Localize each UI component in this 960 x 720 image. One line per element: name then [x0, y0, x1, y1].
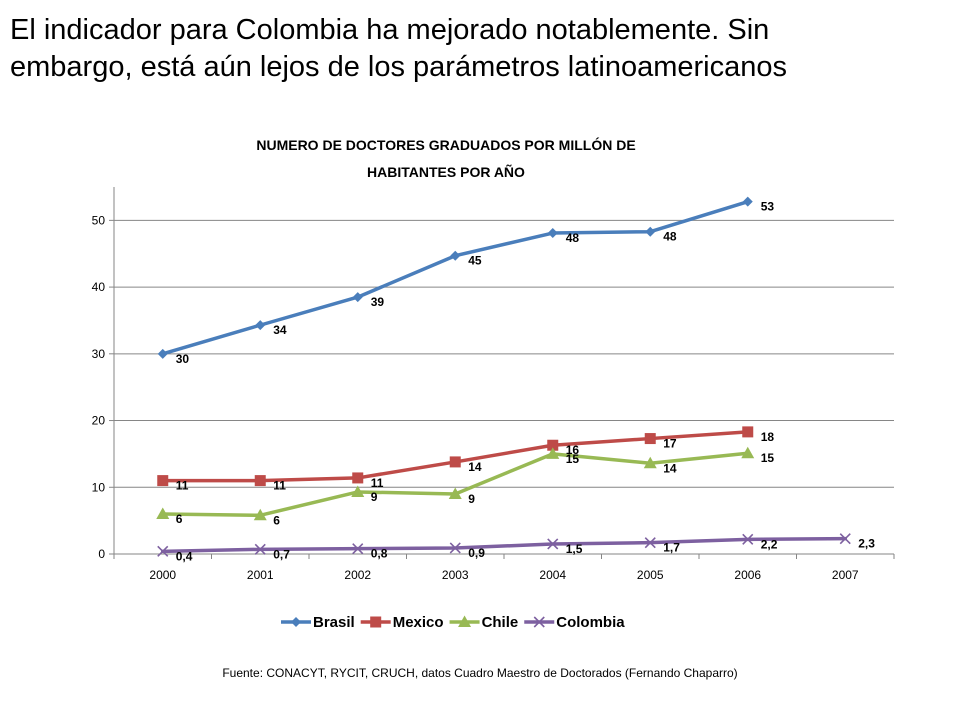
point-colombia-2003 [449, 542, 461, 554]
point-mexico-2000 [157, 475, 169, 487]
data-label-chile-2002: 9 [371, 490, 378, 504]
data-label-mexico-2003: 14 [468, 460, 482, 474]
legend-marker-chile [458, 615, 472, 627]
point-colombia-2002 [352, 543, 364, 555]
data-label-chile-2003: 9 [468, 492, 475, 506]
point-brasil-2002 [352, 292, 363, 303]
data-label-colombia-2002: 0,8 [371, 547, 388, 561]
point-colombia-2000 [157, 545, 169, 557]
data-label-brasil-2004: 48 [566, 231, 580, 245]
point-colombia-2007 [839, 533, 851, 545]
series-line-colombia [161, 536, 847, 554]
point-chile-2001 [253, 508, 267, 521]
point-colombia-2006 [742, 533, 754, 545]
point-brasil-2000 [157, 348, 168, 359]
point-mexico-2003 [449, 456, 461, 468]
point-chile-2002 [351, 485, 365, 497]
slide-title: El indicador para Colombia ha mejorado n… [10, 12, 950, 86]
data-label-colombia-2000: 0,4 [176, 549, 193, 563]
y-tick-label-0: 0 [98, 547, 105, 561]
point-mexico-2001 [254, 475, 266, 487]
data-label-chile-2006: 15 [761, 451, 775, 465]
series-line-brasil [161, 199, 750, 356]
legend-label-chile: Chile [482, 614, 519, 631]
axes: 0 10 20 30 40 50 2000 2001 2002 2003 2004 2005 2006 2… [92, 187, 895, 582]
legend-label-brasil: Brasil [313, 614, 355, 631]
data-label-brasil-2006: 53 [761, 200, 775, 214]
x-tick-label-2003: 2003 [442, 568, 469, 582]
data-label-mexico-2000: 11 [176, 479, 189, 493]
data-label-brasil-2003: 45 [468, 254, 482, 268]
data-label-colombia-2006: 2,2 [761, 537, 778, 551]
data-label-chile-2004: 15 [566, 452, 580, 466]
point-brasil-2003 [450, 250, 461, 261]
y-tick-label-30: 30 [92, 347, 106, 361]
data-label-colombia-2007: 2,3 [858, 537, 875, 551]
gridlines [114, 219, 894, 488]
point-brasil-2004 [547, 228, 558, 239]
legend-marker-mexico [370, 616, 382, 628]
point-mexico-2006 [742, 426, 754, 438]
data-label-brasil-2000: 30 [176, 352, 190, 366]
point-mexico-2005 [644, 433, 656, 445]
y-tick-label-10: 10 [92, 480, 106, 494]
legend-label-mexico: Mexico [393, 614, 444, 631]
point-chile-2003 [448, 487, 462, 499]
point-chile-2000 [156, 507, 170, 519]
legend-label-colombia: Colombia [556, 614, 625, 631]
x-tick-label-2005: 2005 [637, 568, 664, 582]
data-label-colombia-2001: 0,7 [273, 547, 290, 561]
point-colombia-2005 [644, 537, 656, 549]
series-layer [156, 196, 851, 557]
point-chile-2006 [741, 446, 755, 459]
y-tick-label-20: 20 [92, 414, 106, 428]
point-brasil-2001 [255, 320, 266, 331]
point-mexico-2002 [352, 472, 364, 484]
legend-marker-brasil [291, 617, 301, 627]
slide-title-line-2: embargo, está aún lejos de los parámetro… [10, 51, 787, 83]
data-label-colombia-2005: 1,7 [663, 541, 680, 555]
data-label-brasil-2001: 34 [273, 323, 287, 337]
point-brasil-2005 [645, 226, 656, 237]
data-label-chile-2000: 6 [176, 512, 183, 526]
point-brasil-2006 [742, 196, 753, 207]
point-colombia-2004 [547, 538, 559, 550]
legend: Brasil Mexico Chile Colombia [281, 614, 625, 631]
x-tick-label-2002: 2002 [344, 568, 371, 582]
chart-title-line-2: HABITANTES POR AÑO [367, 163, 525, 180]
x-tick-label-2007: 2007 [832, 568, 859, 582]
slide-title-line-1: El indicador para Colombia ha mejorado n… [10, 14, 770, 46]
data-labels: 30 34 39 45 48 48 53 11 11 11 14 16 17 18 6 6 9 9 15 14 15 0,… [176, 200, 876, 564]
point-colombia-2001 [254, 543, 266, 555]
series-line-mexico [161, 430, 750, 483]
chart-title-line-1: NUMERO DE DOCTORES GRADUADOS POR MILLÓN … [256, 136, 635, 153]
point-chile-2005 [643, 456, 657, 469]
data-label-mexico-2002: 11 [371, 476, 384, 490]
point-chile-2004 [546, 447, 560, 459]
data-label-chile-2001: 6 [273, 513, 280, 527]
data-label-colombia-2003: 0,9 [468, 546, 485, 560]
data-label-brasil-2005: 48 [663, 230, 677, 244]
data-label-mexico-2001: 11 [273, 479, 286, 493]
data-label-brasil-2002: 39 [371, 295, 385, 309]
x-tick-label-2006: 2006 [734, 568, 761, 582]
y-tick-label-50: 50 [92, 213, 106, 227]
data-label-chile-2005: 14 [663, 461, 677, 475]
source-note: Fuente: CONACYT, RYCIT, CRUCH, datos Cua… [222, 666, 738, 680]
data-label-mexico-2004: 16 [566, 443, 580, 457]
legend-marker-colombia [533, 616, 545, 628]
data-label-mexico-2005: 17 [663, 437, 677, 451]
data-label-colombia-2004: 1,5 [566, 542, 583, 556]
point-mexico-2004 [547, 439, 559, 451]
x-tick-label-2004: 2004 [539, 568, 566, 582]
x-tick-label-2000: 2000 [149, 568, 176, 582]
x-tick-label-2001: 2001 [247, 568, 274, 582]
y-tick-label-40: 40 [92, 280, 106, 294]
data-label-mexico-2006: 18 [761, 430, 775, 444]
